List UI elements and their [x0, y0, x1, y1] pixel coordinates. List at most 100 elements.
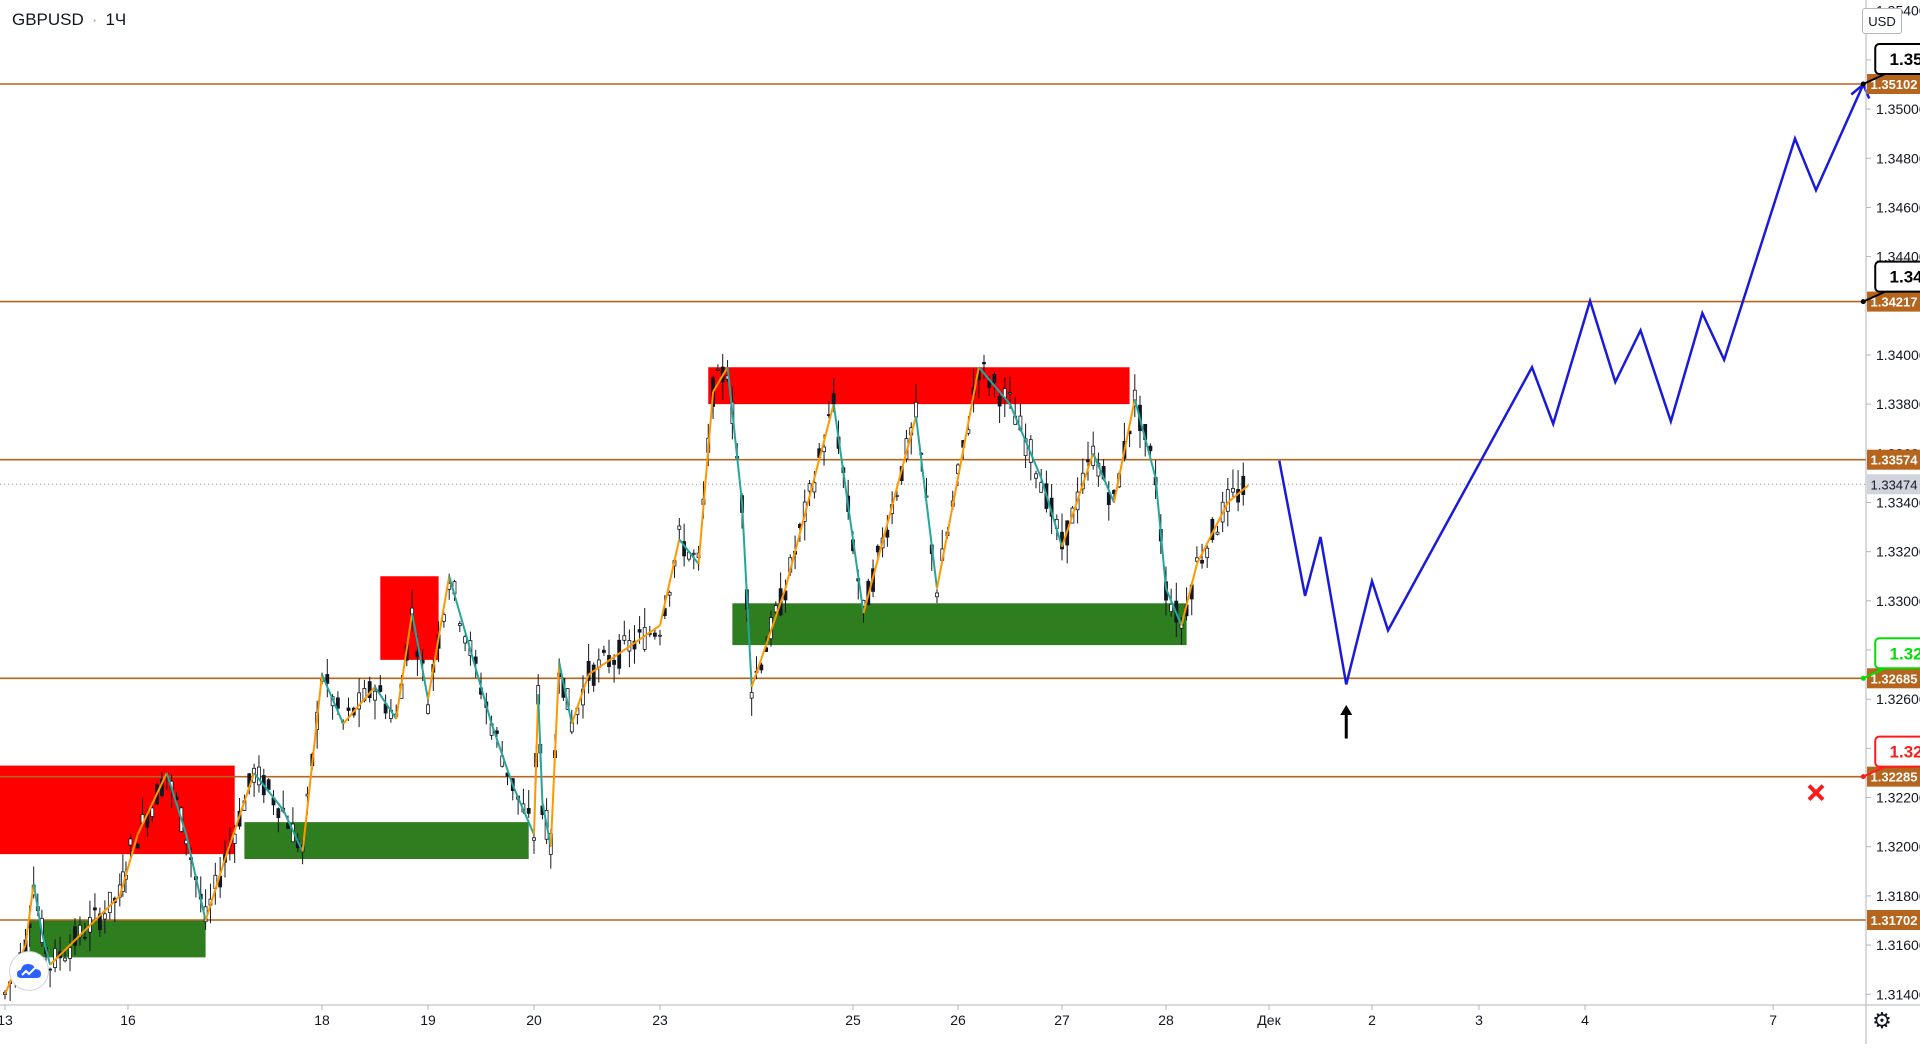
wave-up-segment [862, 416, 917, 614]
wave-down-segment [490, 723, 514, 786]
supply-zone [380, 576, 439, 660]
time-tick-label: 25 [845, 1012, 861, 1028]
wave-up-segment [570, 674, 590, 725]
wave-down-segment [1009, 403, 1043, 479]
wave-up-segment [1227, 484, 1250, 504]
tradingview-cloud-icon[interactable] [10, 952, 48, 990]
wave-up-segment [1180, 563, 1198, 626]
candle-body [532, 837, 536, 841]
level-price-label: 1.32285 [1871, 770, 1918, 785]
callout-label: 1.32285 [1890, 743, 1920, 762]
level-price-label: 1.33574 [1871, 453, 1919, 468]
wave-down-segment [541, 802, 552, 847]
demand-zone [732, 603, 1187, 646]
wave-up-segment [1061, 452, 1095, 548]
candle-body [935, 592, 939, 598]
candle-body [602, 649, 606, 653]
candle-body [622, 635, 627, 641]
wave-up-segment [301, 674, 323, 852]
cross-icon [1807, 784, 1825, 802]
demand-zone [29, 920, 206, 958]
time-tick-label: 2 [1368, 1012, 1376, 1028]
candle-body [1132, 389, 1137, 407]
candle-body [831, 393, 836, 405]
wave-down-segment [558, 662, 573, 724]
price-tick-label: 1.33400 [1876, 494, 1920, 510]
level-price-label: 1.31702 [1871, 913, 1918, 928]
candle-body [135, 843, 140, 849]
candle-body [107, 891, 112, 914]
candle-body [997, 395, 1002, 407]
candle-body [586, 660, 591, 681]
wave-up-segment [204, 858, 226, 921]
candle-body [97, 913, 102, 931]
wave-down-segment [1165, 588, 1183, 626]
wave-down-segment [321, 674, 345, 725]
level-price-label-bg [1867, 74, 1920, 94]
interval-label: 1Ч [105, 10, 127, 29]
candle-body [457, 623, 462, 626]
cross-stroke-b [1807, 784, 1825, 802]
candle-body [68, 947, 72, 959]
arrow-up-head [1340, 705, 1353, 716]
candle-body [716, 368, 720, 371]
wave-up-segment [1196, 502, 1229, 565]
time-tick-label: 4 [1581, 1012, 1589, 1028]
currency-button[interactable]: USD [1862, 8, 1902, 34]
candle-body [357, 692, 362, 710]
candle-body [1148, 445, 1153, 452]
wave-up-segment [750, 588, 787, 688]
callout-anchor-dot [1860, 774, 1866, 780]
wave-down-segment [537, 694, 544, 803]
level-price-label-bg [1867, 910, 1920, 930]
gear-icon[interactable]: ⚙ [1872, 1008, 1892, 1033]
symbol-legend[interactable]: GBPUSD · 1Ч [12, 10, 126, 30]
wave-up-segment [136, 772, 168, 835]
candle-body [63, 957, 67, 962]
candle-body [232, 833, 237, 844]
price-tick-label: 1.31600 [1876, 937, 1920, 953]
candle-body [653, 632, 657, 637]
price-tick-label: 1.31800 [1876, 888, 1920, 904]
wave-down-segment [1092, 452, 1115, 503]
price-tick-label: 1.32600 [1876, 691, 1920, 707]
time-tick-label: 13 [0, 1012, 13, 1028]
level-price-label-bg [1867, 449, 1920, 470]
wave-down-segment [40, 932, 52, 965]
wave-up-segment [24, 883, 35, 946]
candle-body [102, 913, 107, 920]
candle-body [637, 629, 642, 633]
candle-body [73, 926, 77, 946]
wave-up-segment [533, 694, 540, 835]
candle-body [642, 627, 647, 650]
time-tick-label: 23 [652, 1012, 668, 1028]
time-tick-label: 19 [420, 1012, 436, 1028]
wave-down-segment [374, 686, 398, 720]
wave-down-segment [678, 538, 700, 565]
candle-body [1034, 473, 1038, 479]
level-price-label: 1.34217 [1871, 295, 1918, 310]
wave-up-segment [936, 477, 959, 589]
price-tick-label: 1.34800 [1876, 150, 1920, 166]
wave-up-segment [549, 662, 561, 847]
candle-body [1231, 488, 1235, 493]
price-tick-label: 1.33000 [1876, 593, 1920, 609]
current-price-label-bg [1867, 474, 1920, 495]
wave-down-segment [253, 772, 284, 811]
level-price-label-bg [1867, 291, 1920, 312]
wave-up-segment [118, 834, 139, 897]
candle-body [150, 807, 155, 817]
wave-down-segment [1154, 477, 1167, 589]
price-tick-label: 1.33800 [1876, 396, 1920, 412]
wave-up-segment [49, 895, 121, 966]
callout-label: 1.34217 [1890, 268, 1920, 287]
wave-down-segment [1133, 398, 1157, 479]
time-tick-label: Дек [1257, 1012, 1281, 1028]
wave-down-segment [1040, 477, 1063, 548]
wave-up-segment [712, 366, 729, 393]
wave-down-segment [741, 502, 753, 687]
callout-box [1874, 735, 1920, 768]
wave-down-segment [469, 649, 493, 725]
